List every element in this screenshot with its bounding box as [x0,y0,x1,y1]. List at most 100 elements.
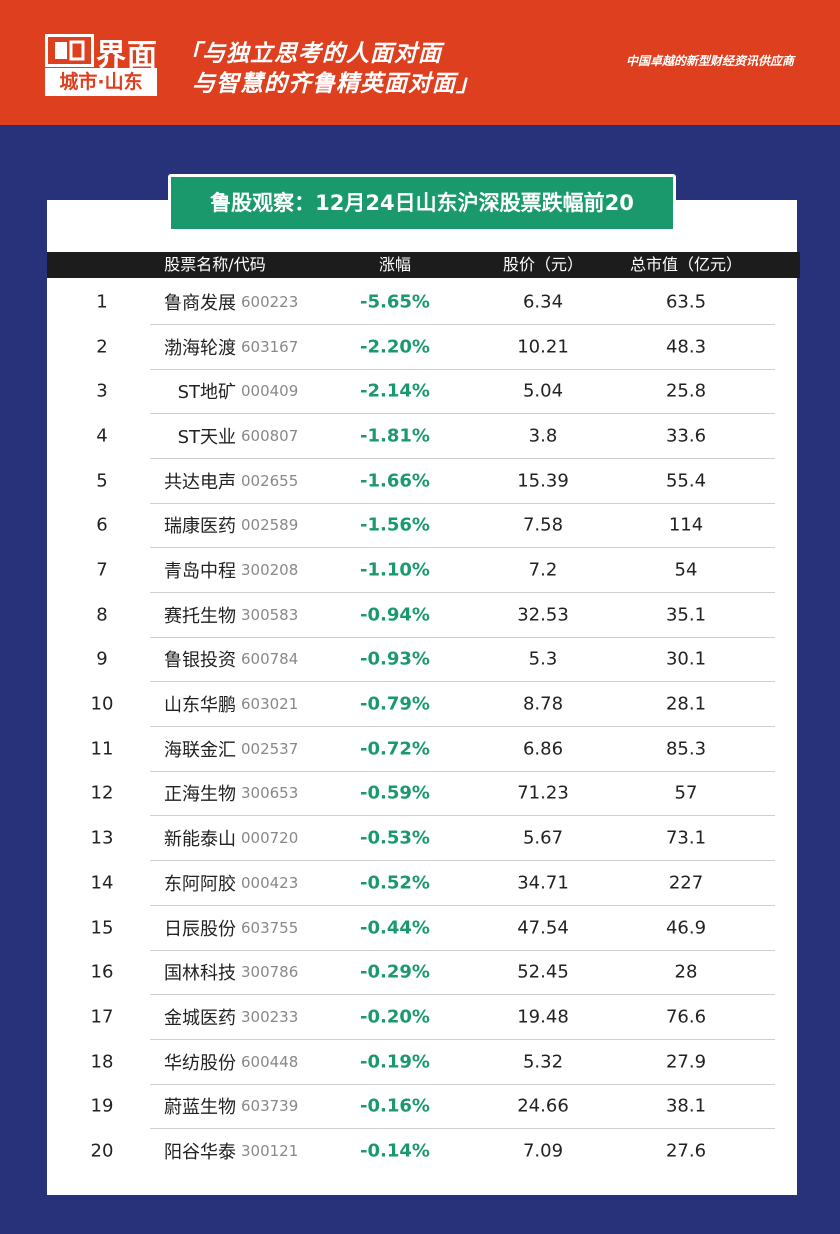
stock-name: 阳谷华泰 [164,1141,236,1163]
stock-name: 青岛中程 [164,561,236,583]
column-header: 股价（元） [502,255,583,274]
stock-name: 山东华鹏 [164,695,236,717]
rank: 15 [90,917,114,939]
rank: 11 [90,738,114,760]
market-cap: 30.1 [665,648,707,670]
price: 34.71 [517,872,569,894]
market-cap: 54 [674,559,698,581]
row-separator [150,502,775,504]
stock-code: 600223 [241,293,299,311]
price: 47.54 [517,917,569,939]
change: -1.56% [360,514,430,536]
row-separator [150,726,775,728]
market-cap: 28 [674,961,698,983]
row-separator [150,413,775,415]
change: -2.14% [360,380,430,402]
row-separator [150,592,775,594]
header-band [0,0,840,125]
stock-name: 赛托生物 [164,605,236,627]
rank: 13 [90,827,114,849]
column-header: 总市值（亿元） [629,255,742,274]
stock-code: 300208 [241,561,299,580]
rank: 9 [96,648,108,670]
change: -1.66% [360,470,430,492]
rank: 3 [96,380,108,402]
price: 15.39 [517,470,569,492]
row-separator [150,904,775,906]
stock-code: 300786 [241,963,299,982]
change: -0.29% [360,961,430,983]
rank: 14 [90,872,114,894]
price: 8.78 [522,693,564,715]
price: 32.53 [517,604,569,626]
market-cap: 25.8 [665,380,707,402]
change: -0.44% [360,917,430,939]
rank: 16 [90,961,114,983]
market-cap: 27.9 [665,1051,707,1073]
price: 7.09 [522,1140,564,1162]
rank: 18 [90,1051,114,1073]
stock-code: 603739 [241,1097,299,1116]
rank: 7 [96,559,108,581]
rank: 6 [96,514,108,536]
change: -1.81% [360,425,430,447]
stock-code: 002537 [241,739,299,758]
price: 5.04 [522,380,564,402]
change: -0.52% [360,872,430,894]
stock-code: 300583 [241,605,299,624]
stock-code: 002589 [241,516,299,535]
stock-code: 600807 [241,427,299,446]
rank: 19 [90,1095,114,1117]
city: 城市·山东 [45,68,157,96]
price: 24.66 [517,1095,569,1117]
market-cap: 57 [674,782,698,804]
change: -0.20% [360,1006,430,1028]
change: -0.93% [360,648,430,670]
column-header: 股票名称/代码 [164,255,266,274]
market-cap: 46.9 [665,917,707,939]
change: -1.10% [360,559,430,581]
stock-code: 600448 [241,1052,299,1071]
market-cap: 38.1 [665,1095,707,1117]
rank: 17 [90,1006,114,1028]
stock-name: 蔚蓝生物 [164,1097,236,1119]
market-cap: 27.6 [665,1140,707,1162]
market-cap: 85.3 [665,738,707,760]
stock-code: 000423 [241,873,299,892]
row-separator [150,368,775,370]
stock-code: 603755 [241,918,299,937]
row-separator [150,636,775,638]
stock-name: ST天业 [177,427,236,449]
price: 7.2 [528,559,558,581]
market-cap: 73.1 [665,827,707,849]
stock-name: 华纺股份 [164,1052,236,1074]
change: -0.72% [360,738,430,760]
row-separator [150,994,775,996]
stock-name: 国林科技 [164,963,236,985]
stock-name: 金城医药 [164,1007,236,1029]
market-cap: 28.1 [665,693,707,715]
row-separator [150,860,775,862]
price: 19.48 [517,1006,569,1028]
change: -0.14% [360,1140,430,1162]
rank: 12 [90,782,114,804]
stock-name: 海联金汇 [164,739,236,761]
stock-name: 瑞康医药 [164,516,236,538]
price: 6.86 [522,738,564,760]
market-cap: 48.3 [665,336,707,358]
price: 5.3 [528,648,558,670]
slogan: 「与独立思考的人面对面 [178,41,442,67]
stock-name: 鲁商发展 [164,293,236,314]
stock-code: 300233 [241,1007,299,1026]
change: -0.53% [360,827,430,849]
table-card [47,200,797,1195]
row-separator [150,1038,775,1040]
market-cap: 33.6 [665,425,707,447]
price: 52.45 [517,961,569,983]
stock-code: 002655 [241,471,299,490]
stock-code: 603021 [241,695,299,714]
stock-name: 共达电声 [164,471,236,493]
brand: 界面 [96,38,158,73]
table-title: 鲁股观察：12月24日山东沪深股票跌幅前20 [168,174,676,232]
change: -0.19% [360,1051,430,1073]
